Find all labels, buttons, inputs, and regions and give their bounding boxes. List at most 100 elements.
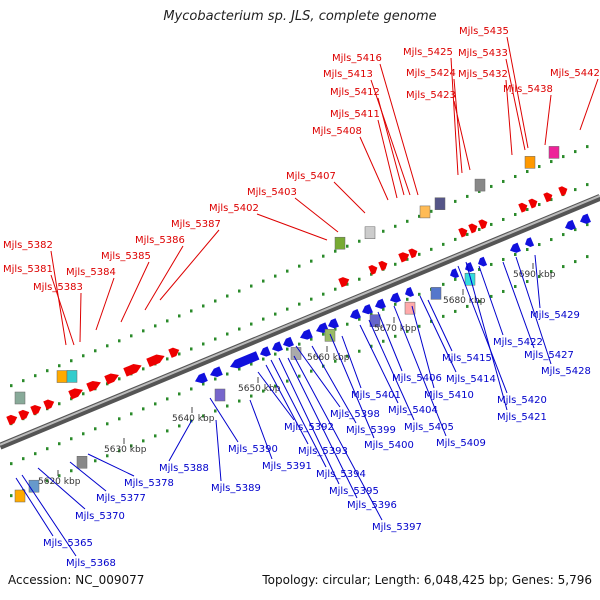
tick-mark: [538, 243, 541, 247]
forward-leader-10: [333, 181, 366, 214]
tick-mark: [538, 165, 541, 169]
reverse-leader-18: [329, 333, 375, 439]
tick-mark: [202, 304, 205, 308]
tick-mark: [142, 367, 145, 371]
reverse-leader-16: [295, 345, 341, 408]
tick-mark: [322, 292, 325, 296]
feature-box-8: [474, 178, 486, 192]
tick-mark: [298, 264, 301, 268]
tick-mark: [190, 309, 193, 313]
reverse-label-12: Mjls_5394: [316, 469, 366, 480]
forward-gene-12: [368, 265, 378, 275]
tick-mark: [274, 352, 277, 356]
tick-mark: [22, 457, 25, 461]
reverse-label-7: Mjls_5389: [211, 483, 261, 494]
tick-mark: [394, 302, 397, 306]
reverse-leader-5: [87, 453, 135, 477]
tick-mark: [406, 219, 409, 223]
tick-mark: [454, 277, 457, 281]
reverse-label-28: Mjls_5421: [497, 412, 547, 423]
accession-text: Accession: NC_009077: [8, 573, 145, 587]
reverse-label-23: Mjls_5409: [436, 438, 486, 449]
tick-mark: [466, 304, 469, 308]
tick-mark: [310, 297, 313, 301]
tick-mark: [94, 349, 97, 353]
forward-leader-3: [79, 292, 82, 343]
tick-mark: [166, 429, 169, 433]
reverse-gene-17: [478, 256, 488, 267]
tick-mark: [274, 384, 277, 388]
tick-mark: [514, 174, 517, 178]
reverse-leader-2: [21, 474, 77, 557]
forward-leader-5: [120, 261, 150, 323]
forward-label-3: Mjls_5383: [33, 282, 83, 293]
reverse-label-6: Mjls_5388: [159, 463, 209, 474]
reverse-label-9: Mjls_5391: [262, 461, 312, 472]
tick-mark: [166, 319, 169, 323]
tick-mark: [334, 249, 337, 253]
tick-mark: [22, 379, 25, 383]
forward-label-18: Mjls_5425: [403, 47, 453, 58]
forward-label-17: Mjls_5424: [406, 68, 456, 79]
tick-mark: [106, 344, 109, 348]
scale-label-1: 5620 kbp: [38, 477, 81, 487]
forward-gene-13: [378, 260, 388, 271]
tick-mark: [430, 319, 433, 323]
forward-leader-23: [579, 78, 599, 131]
tick-mark: [34, 452, 37, 456]
tick-mark: [418, 252, 421, 256]
tick-mark: [202, 382, 205, 386]
forward-leader-7: [159, 229, 220, 301]
tick-mark: [262, 357, 265, 361]
forward-gene-5: [68, 388, 83, 400]
forward-label-11: Mjls_5408: [312, 126, 362, 137]
tick-mark: [214, 299, 217, 303]
tick-mark: [382, 229, 385, 233]
reverse-gene-12: [375, 298, 386, 309]
tick-mark: [502, 289, 505, 293]
reverse-leader-23: [393, 305, 447, 437]
tick-mark: [214, 337, 217, 341]
reverse-gene-5: [272, 341, 283, 352]
feature-box-13: [324, 329, 336, 342]
feature-box-11: [214, 388, 226, 402]
forward-label-10: Mjls_5407: [286, 171, 336, 182]
forward-leader-18: [450, 57, 459, 176]
forward-label-22: Mjls_5438: [503, 84, 553, 95]
tick-mark: [502, 217, 505, 221]
tick-mark: [70, 469, 73, 473]
tick-mark: [298, 302, 301, 306]
scale-label-6: 5670 kbp: [374, 324, 417, 334]
tick-mark: [250, 284, 253, 288]
reverse-leader-26: [427, 299, 453, 352]
scale-label-5: 5660 kbp: [307, 353, 350, 363]
forward-label-9: Mjls_5403: [247, 187, 297, 198]
tick-mark: [250, 362, 253, 366]
feature-box-1: [14, 391, 26, 405]
forward-label-13: Mjls_5412: [330, 87, 380, 98]
gene-features: [6, 146, 591, 503]
forward-gene-22: [558, 186, 568, 197]
reverse-leader-30: [502, 261, 535, 349]
tick-mark: [130, 412, 133, 416]
genome-summary-text: Topology: circular; Length: 6,048,425 bp…: [262, 573, 592, 587]
reverse-gene-2: [210, 366, 223, 378]
forward-gene-9: [146, 354, 165, 368]
forward-gene-14: [398, 252, 410, 263]
tick-mark: [70, 397, 73, 401]
tick-mark: [466, 232, 469, 236]
tick-mark: [346, 354, 349, 358]
reverse-label-10: Mjls_5392: [284, 422, 334, 433]
tick-mark: [370, 344, 373, 348]
forward-gene-3: [30, 404, 42, 416]
tick-mark: [106, 422, 109, 426]
tick-mark: [406, 257, 409, 261]
tick-mark: [238, 289, 241, 293]
feature-box-20: [76, 456, 88, 469]
tick-mark: [262, 279, 265, 283]
tick-mark: [586, 145, 589, 149]
tick-mark: [478, 299, 481, 303]
tick-mark: [202, 414, 205, 418]
tick-mark: [298, 342, 301, 346]
tick-mark: [406, 297, 409, 301]
